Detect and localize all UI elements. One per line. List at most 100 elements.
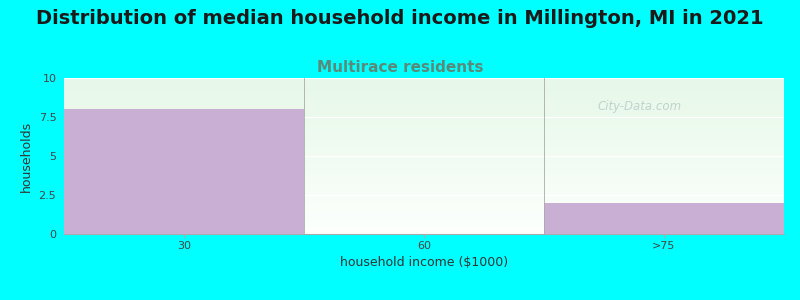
Bar (64, 168, 784, 169)
Bar (64, 96, 784, 97)
Bar (64, 203, 784, 204)
X-axis label: household income ($1000): household income ($1000) (340, 256, 508, 269)
Bar (64, 198, 784, 199)
Bar (64, 142, 784, 143)
Bar (64, 194, 784, 195)
Bar (64, 204, 784, 205)
Bar (64, 157, 784, 158)
Bar (64, 78, 784, 79)
Bar (64, 216, 784, 217)
Bar (64, 190, 784, 191)
Bar (64, 90, 784, 91)
Bar (64, 125, 784, 126)
Bar (64, 227, 784, 228)
Bar (64, 181, 784, 182)
Bar (64, 173, 784, 174)
Bar (64, 120, 784, 121)
Bar (64, 111, 784, 112)
Bar (64, 163, 784, 164)
Bar (64, 95, 784, 96)
Bar (64, 164, 784, 165)
Bar (64, 218, 784, 219)
Bar (64, 155, 784, 156)
Bar (64, 162, 784, 163)
Bar (64, 113, 784, 114)
Bar (64, 128, 784, 129)
Bar (64, 126, 784, 127)
Bar (64, 233, 784, 234)
Bar (64, 171, 784, 172)
Bar (64, 85, 784, 86)
Bar (64, 94, 784, 95)
Bar (64, 230, 784, 231)
Bar (64, 207, 784, 208)
Bar (64, 98, 784, 99)
Bar (64, 127, 784, 128)
Bar (64, 225, 784, 226)
Bar (64, 84, 784, 85)
Bar (64, 228, 784, 229)
Bar (544, 203, 784, 234)
Bar (64, 123, 784, 124)
Bar (64, 205, 784, 206)
Bar (64, 118, 784, 119)
Bar (64, 143, 784, 144)
Bar (64, 87, 784, 88)
Bar (64, 91, 784, 92)
Bar (64, 215, 784, 216)
Bar (64, 167, 784, 168)
Bar (64, 139, 784, 140)
Bar (64, 109, 784, 110)
Bar (64, 156, 784, 157)
Bar (64, 141, 784, 142)
Bar (64, 219, 784, 220)
Bar (64, 165, 784, 166)
Bar (64, 100, 784, 101)
Bar (64, 99, 784, 100)
Bar (64, 214, 784, 215)
Bar (64, 148, 784, 149)
Bar (64, 208, 784, 209)
Bar (64, 189, 784, 190)
Bar (64, 136, 784, 137)
Bar (64, 112, 784, 113)
Bar (64, 210, 784, 211)
Bar (64, 209, 784, 210)
Bar (64, 146, 784, 147)
Bar (64, 122, 784, 123)
Bar (64, 180, 784, 181)
Bar (64, 154, 784, 155)
Y-axis label: households: households (20, 120, 33, 192)
Bar (64, 137, 784, 138)
Bar (64, 82, 784, 83)
Bar (64, 199, 784, 200)
Bar (64, 192, 784, 193)
Bar (64, 161, 784, 162)
Bar (64, 103, 784, 104)
Bar (64, 193, 784, 194)
Bar (64, 201, 784, 202)
Bar (64, 116, 784, 117)
Bar (64, 177, 784, 178)
Bar (64, 223, 784, 224)
Bar (64, 110, 784, 111)
Bar (64, 134, 784, 135)
Bar (64, 197, 784, 198)
Bar (64, 105, 784, 106)
Bar (64, 183, 784, 184)
Bar (64, 115, 784, 116)
Bar (64, 158, 784, 159)
Bar (64, 232, 784, 233)
Bar (64, 172, 784, 173)
Bar (64, 140, 784, 141)
Bar (64, 97, 784, 98)
Text: City-Data.com: City-Data.com (598, 100, 682, 112)
Bar (64, 132, 784, 133)
Bar (64, 131, 784, 132)
Bar (64, 174, 784, 175)
Text: Multirace residents: Multirace residents (317, 60, 483, 75)
Bar (64, 80, 784, 81)
Bar (64, 182, 784, 183)
Bar (64, 229, 784, 230)
Bar (64, 138, 784, 139)
